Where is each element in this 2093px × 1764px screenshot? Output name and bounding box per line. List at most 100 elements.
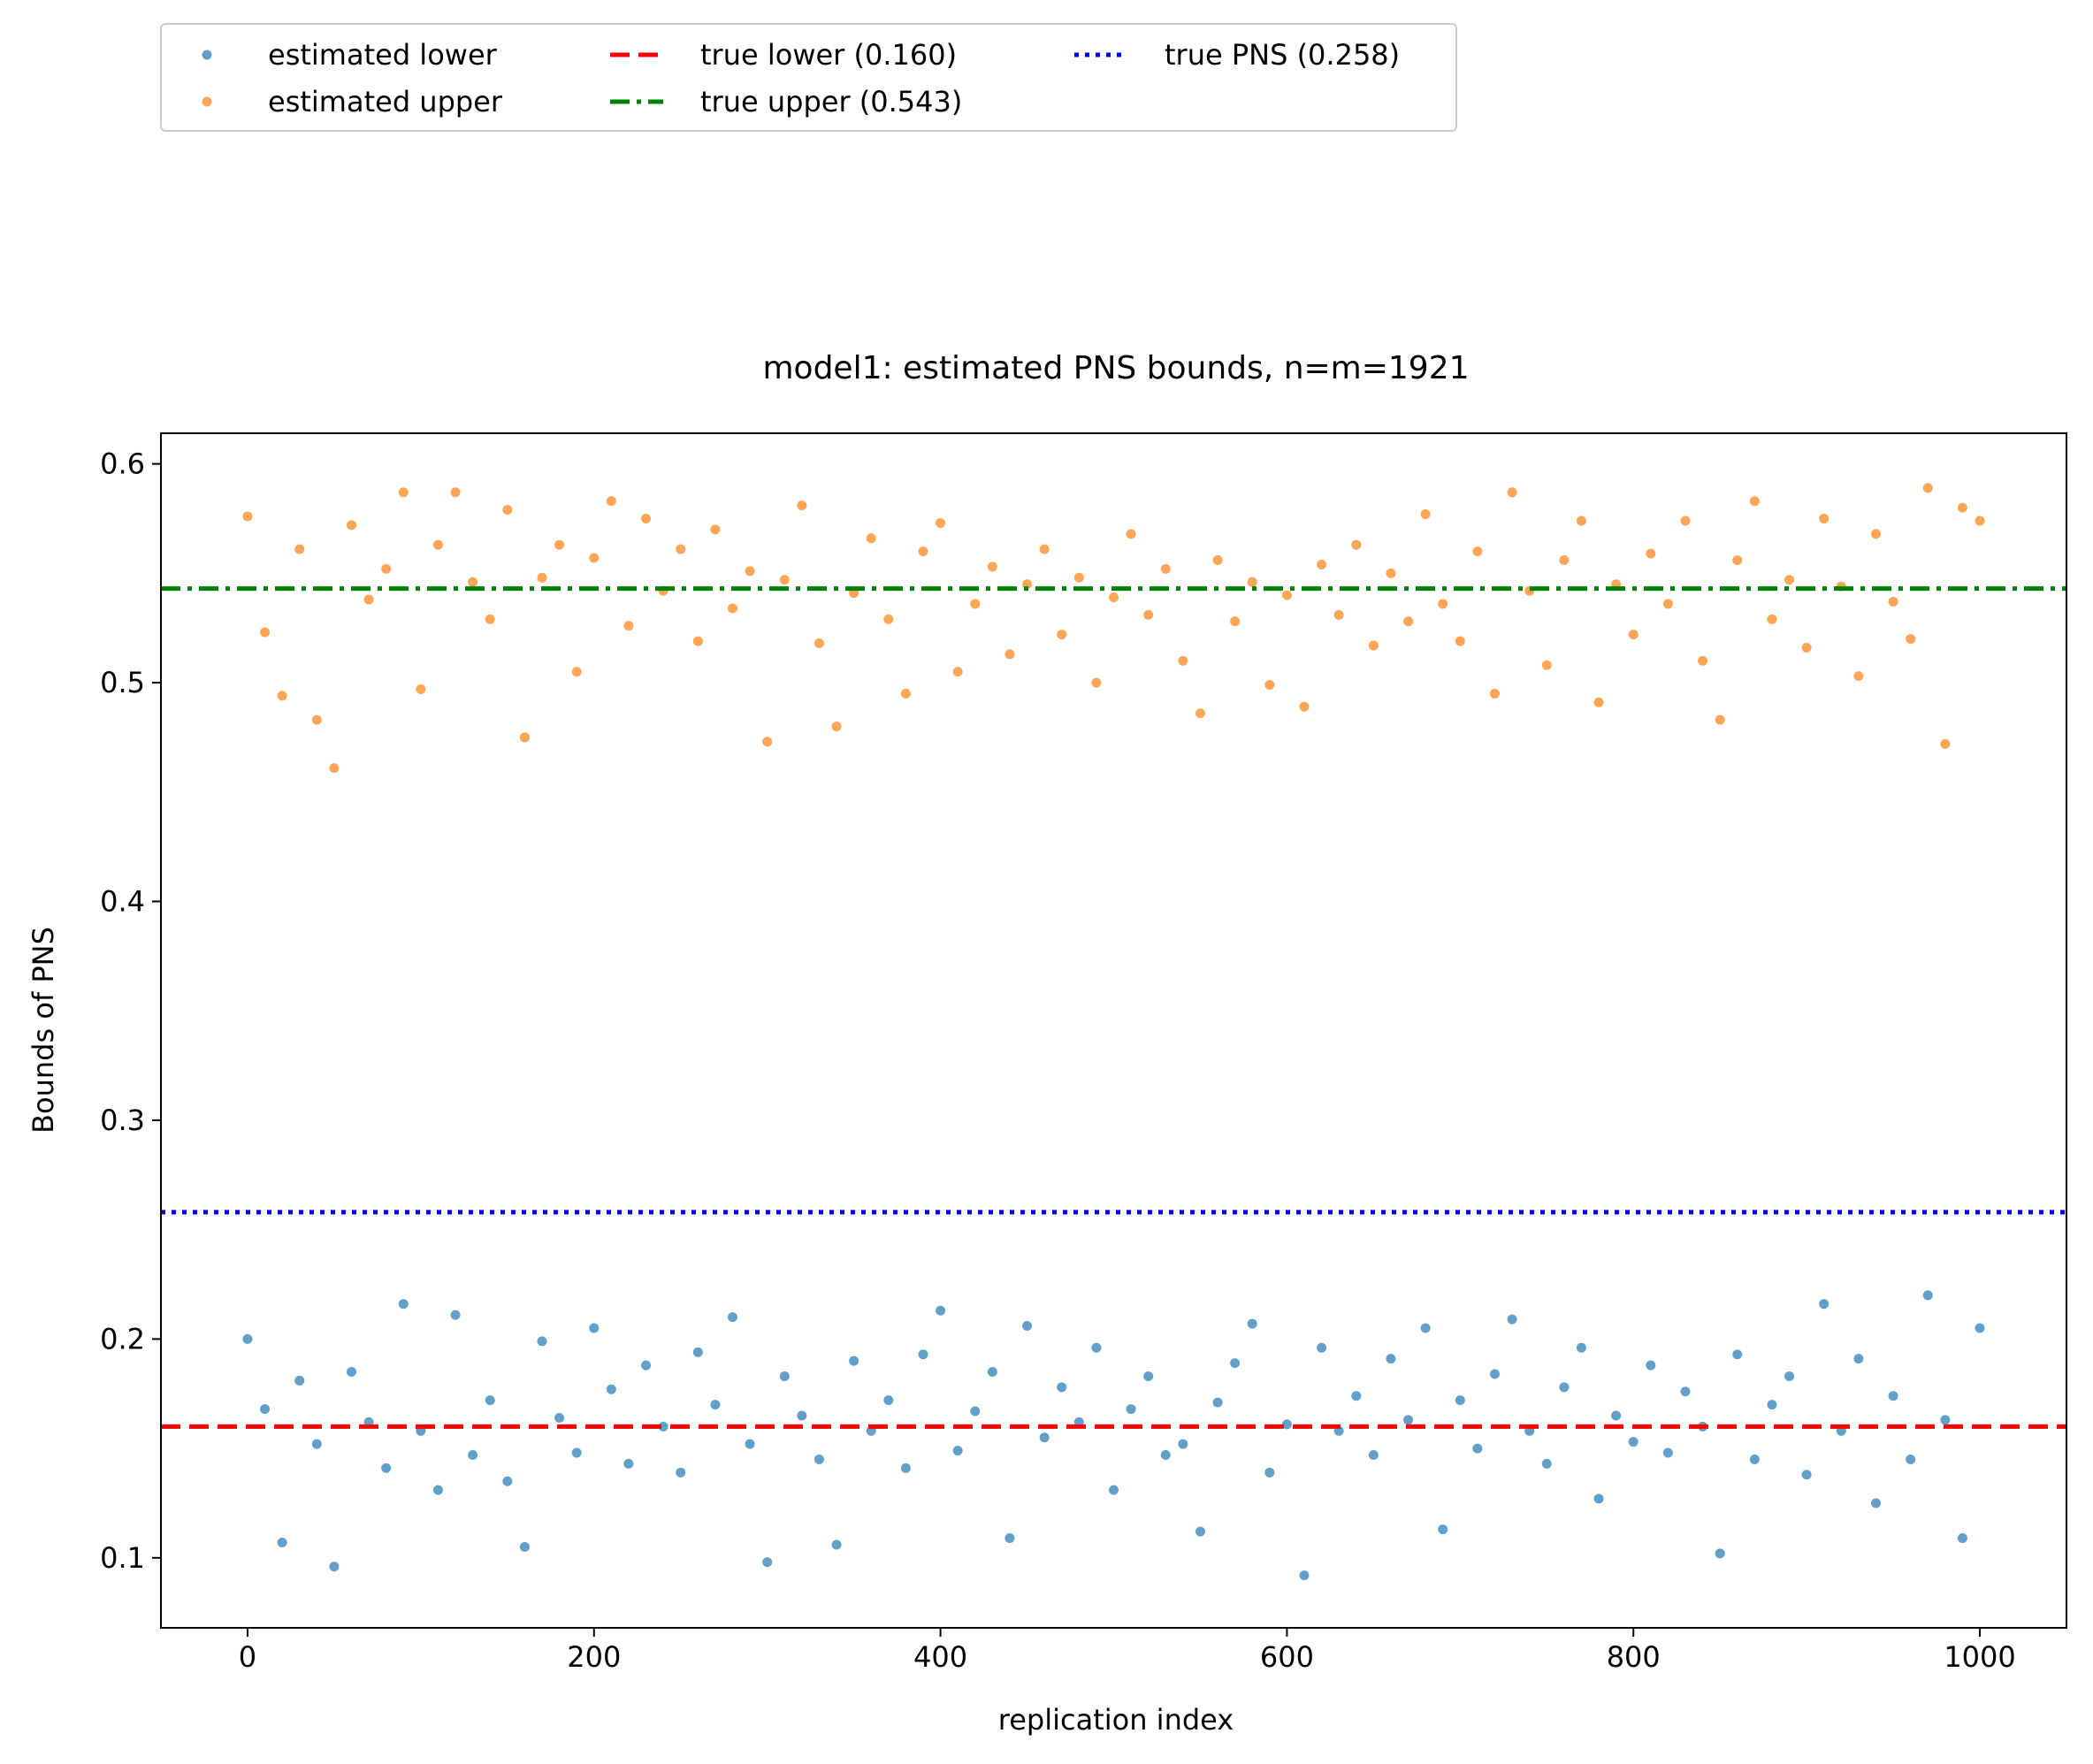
data-point <box>1351 539 1362 550</box>
data-point <box>936 1305 946 1316</box>
data-point <box>1975 515 1985 526</box>
data-point <box>1628 1437 1638 1447</box>
data-point <box>1922 1290 1933 1301</box>
data-point <box>1680 515 1691 526</box>
data-point <box>1160 563 1171 574</box>
data-point <box>1039 544 1050 554</box>
data-point <box>1195 1526 1205 1537</box>
data-point <box>1091 1342 1102 1353</box>
data-point <box>1109 1485 1119 1495</box>
data-point <box>1906 634 1916 645</box>
data-point <box>1333 609 1344 620</box>
data-point <box>398 1299 409 1310</box>
data-point <box>1247 1318 1257 1329</box>
data-point <box>1126 1404 1136 1415</box>
data-point <box>1057 1382 1067 1393</box>
data-point <box>1230 616 1241 627</box>
data-point <box>260 627 271 638</box>
data-point <box>311 714 322 725</box>
data-point <box>1940 738 1951 749</box>
data-point <box>883 1395 894 1406</box>
data-point <box>710 1400 721 1410</box>
data-point <box>745 1439 755 1449</box>
data-point <box>432 539 443 550</box>
data-point <box>1212 1397 1223 1408</box>
data-point <box>1801 1470 1812 1480</box>
data-point <box>952 667 963 677</box>
x-tick-label: 200 <box>567 1640 621 1674</box>
data-point <box>779 575 790 585</box>
data-point <box>1662 1447 1673 1458</box>
data-point <box>294 544 305 554</box>
data-point <box>936 517 946 528</box>
data-point <box>1871 1498 1881 1508</box>
data-point <box>519 1541 530 1552</box>
data-point <box>1646 548 1656 559</box>
data-point <box>1264 1467 1275 1478</box>
data-point <box>1455 1395 1465 1406</box>
data-point <box>1403 616 1414 627</box>
data-point <box>918 1349 928 1360</box>
data-point <box>1403 1415 1414 1425</box>
data-point <box>1281 1419 1292 1430</box>
data-point <box>1888 1391 1898 1401</box>
data-point <box>1871 529 1881 539</box>
data-point <box>1438 599 1448 609</box>
data-point <box>606 496 616 507</box>
data-point <box>831 722 842 732</box>
data-point <box>450 1310 461 1320</box>
data-point <box>1906 1454 1916 1464</box>
data-point <box>623 621 634 631</box>
data-point <box>762 1557 773 1568</box>
legend-label: true upper (0.543) <box>700 85 962 118</box>
data-point <box>554 539 565 550</box>
data-point <box>589 553 600 563</box>
data-point <box>1073 572 1084 583</box>
data-point <box>1247 577 1257 587</box>
data-point <box>519 732 530 743</box>
data-point <box>1853 671 1864 682</box>
y-tick-label: 0.3 <box>100 1103 145 1137</box>
x-axis-label: replication index <box>998 1703 1234 1737</box>
x-tick-label: 0 <box>239 1640 256 1674</box>
data-point <box>1853 1354 1864 1364</box>
data-point <box>1264 680 1275 691</box>
data-point <box>814 1454 824 1464</box>
data-point <box>1143 1371 1154 1381</box>
data-point <box>1749 496 1760 507</box>
data-point <box>1039 1432 1050 1443</box>
data-point <box>260 1404 271 1415</box>
data-point <box>1819 1299 1829 1310</box>
data-point <box>1386 1354 1396 1364</box>
y-axis-label: Bounds of PNS <box>27 927 60 1134</box>
data-point <box>571 667 582 677</box>
data-point <box>1022 1321 1033 1332</box>
data-point <box>1680 1386 1691 1397</box>
data-point <box>537 1336 547 1347</box>
x-tick-label: 600 <box>1260 1640 1314 1674</box>
data-point <box>1178 655 1188 666</box>
data-point <box>1281 590 1292 600</box>
data-point <box>1507 487 1517 498</box>
y-tick-label: 0.4 <box>100 885 145 919</box>
data-point <box>1490 688 1500 699</box>
x-tick-label: 800 <box>1607 1640 1661 1674</box>
data-point <box>692 1347 703 1357</box>
data-point <box>329 763 340 774</box>
data-point <box>1143 609 1154 620</box>
data-point <box>242 1333 253 1344</box>
x-tick-label: 1000 <box>1944 1640 2015 1674</box>
data-point <box>311 1439 322 1449</box>
data-point <box>1091 677 1102 688</box>
data-point <box>1975 1323 1985 1333</box>
data-point <box>797 500 807 511</box>
chart-title: model1: estimated PNS bounds, n=m=1921 <box>762 350 1469 386</box>
legend-label: true PNS (0.258) <box>1165 38 1400 72</box>
data-point <box>1576 515 1586 526</box>
data-point <box>1541 660 1552 670</box>
data-point <box>1507 1314 1517 1325</box>
data-point <box>1749 1454 1760 1464</box>
data-point <box>242 511 253 522</box>
data-point <box>1455 636 1465 646</box>
